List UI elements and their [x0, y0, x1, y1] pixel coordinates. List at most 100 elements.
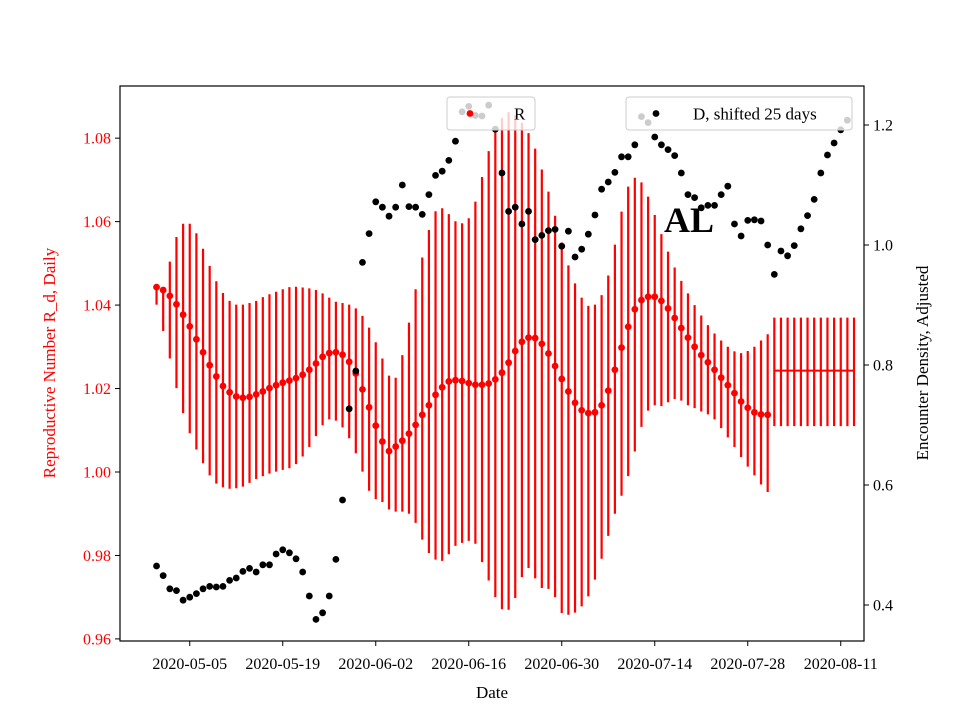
r-point	[631, 305, 639, 313]
d-point	[398, 181, 406, 189]
d-point	[412, 203, 420, 211]
r-point	[153, 283, 160, 291]
r-point	[319, 353, 327, 361]
d-point	[319, 609, 327, 617]
d-point	[631, 141, 639, 149]
d-point	[159, 572, 167, 579]
r-point	[405, 430, 413, 438]
r-point	[179, 311, 187, 319]
d-point	[511, 203, 519, 211]
legend-d: D, shifted 25 days	[625, 96, 853, 131]
r-point	[578, 406, 586, 414]
d-point	[558, 242, 566, 250]
d-point	[438, 167, 446, 175]
r-forecast-band	[773, 317, 856, 427]
y-left-tick-label: 1.02	[83, 381, 111, 398]
d-point	[651, 133, 659, 141]
r-point	[246, 393, 253, 401]
d-point	[571, 253, 579, 261]
r-point	[398, 437, 406, 445]
r-point	[372, 422, 380, 430]
r-point	[299, 371, 307, 379]
r-point	[611, 366, 619, 374]
d-point	[525, 208, 532, 215]
d-point	[611, 169, 619, 176]
r-point	[312, 360, 320, 367]
d-point	[498, 169, 506, 177]
r-point	[173, 300, 180, 308]
plot-frame	[119, 85, 865, 642]
r-point	[531, 334, 539, 342]
d-point	[518, 220, 526, 228]
d-point	[312, 616, 320, 623]
d-point	[405, 203, 413, 211]
r-point	[638, 296, 645, 304]
d-point	[538, 232, 546, 239]
r-point	[325, 349, 333, 357]
x-tick-label: 2020-06-30	[524, 656, 599, 673]
r-point	[279, 379, 287, 387]
r-point	[564, 388, 572, 395]
r-point	[438, 383, 446, 391]
r-point	[598, 401, 606, 409]
r-point	[525, 334, 532, 342]
d-point	[199, 585, 207, 593]
d-point	[724, 182, 732, 190]
x-tick-label: 2020-05-05	[152, 656, 227, 673]
d-point	[219, 583, 227, 590]
r-point	[252, 390, 260, 398]
r-point	[385, 447, 393, 455]
d-point	[299, 568, 307, 576]
d-point	[365, 230, 373, 238]
r-point	[750, 408, 758, 416]
d-point	[505, 208, 513, 215]
d-point	[784, 252, 792, 260]
r-point	[392, 443, 400, 450]
d-point	[598, 185, 606, 193]
d-point	[246, 565, 253, 572]
d-point	[292, 555, 300, 563]
r-point	[697, 351, 705, 359]
r-point	[518, 338, 526, 346]
r-point	[266, 384, 273, 392]
d-point	[618, 153, 625, 161]
y-right-tick-label: 0.4	[873, 598, 893, 615]
r-point	[737, 398, 745, 405]
r-point	[159, 286, 167, 294]
y-axis-right: 0.4 0.6 0.8 1.0 1.2	[864, 118, 893, 615]
r-point	[232, 393, 240, 400]
r-point	[584, 409, 592, 417]
y-right-tick-label: 1.2	[873, 118, 893, 135]
x-tick-label: 2020-07-28	[710, 656, 785, 673]
r-point	[724, 381, 732, 389]
r-point	[212, 373, 220, 380]
r-point	[219, 382, 227, 390]
d-point	[578, 245, 586, 253]
r-point	[292, 374, 300, 382]
r-point	[757, 411, 765, 418]
d-point	[545, 227, 552, 235]
r-point	[624, 323, 632, 331]
r-point	[418, 411, 426, 419]
r-point	[285, 377, 293, 385]
r-point	[412, 421, 420, 429]
d-point	[179, 596, 187, 604]
d-point	[750, 216, 758, 224]
r-point	[478, 381, 486, 389]
x-tick-label: 2020-06-02	[338, 656, 413, 673]
d-point	[259, 561, 267, 569]
d-point	[452, 137, 459, 145]
y-axis-right-title: Encounter Density, Adjusted	[913, 265, 932, 460]
d-point	[206, 583, 214, 590]
r-point	[272, 381, 280, 389]
r-point	[471, 381, 479, 389]
r-error-bars	[155, 112, 769, 615]
r-point	[591, 408, 599, 416]
r-point	[339, 351, 346, 359]
d-point	[166, 585, 174, 593]
r-point	[511, 347, 519, 355]
d-point	[824, 151, 831, 159]
r-point	[166, 292, 174, 300]
r-point	[186, 322, 194, 330]
